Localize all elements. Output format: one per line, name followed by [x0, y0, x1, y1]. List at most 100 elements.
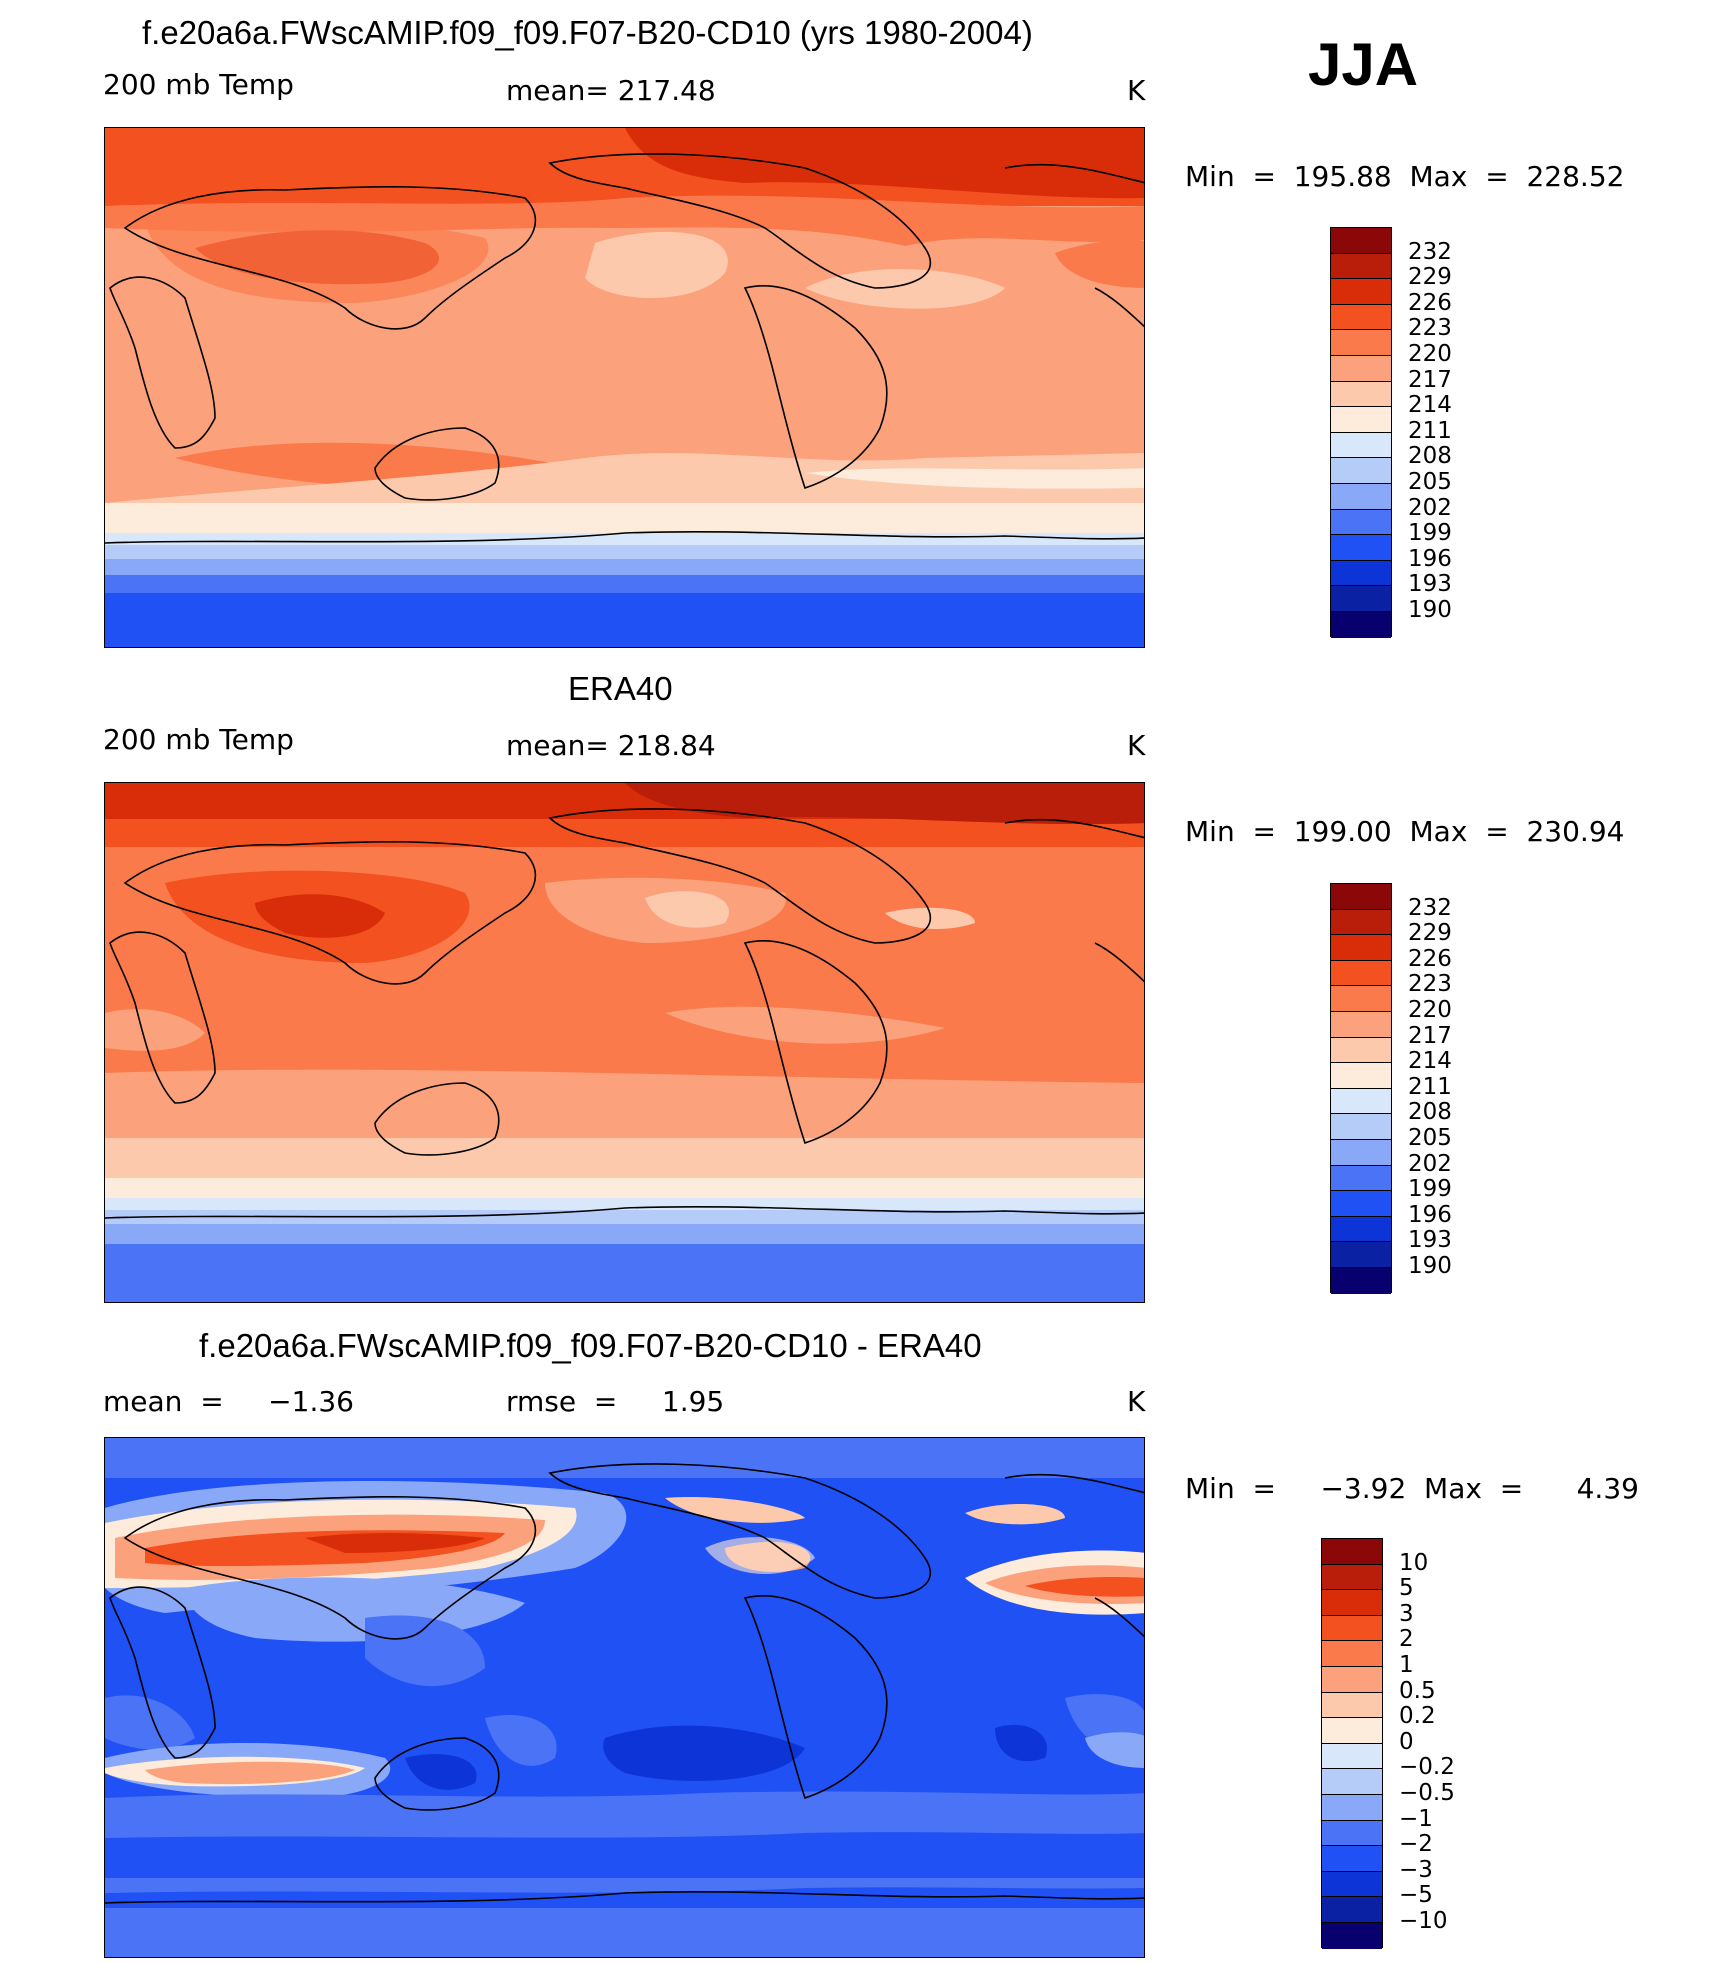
colorbar-swatch [1331, 960, 1391, 987]
colorbar-swatch [1331, 986, 1391, 1012]
colorbar-tick-label: 0.5 [1399, 1677, 1436, 1704]
colorbar-swatch [1331, 560, 1391, 587]
colorbar-tick-label: 1 [1399, 1652, 1414, 1678]
colorbar-tick-label: 193 [1408, 1227, 1452, 1254]
colorbar-tick-label: 10 [1399, 1549, 1429, 1576]
colorbar-swatch [1331, 1139, 1391, 1166]
panel3-title: f.e20a6a.FWscAMIP.f09_f09.F07-B20-CD10 -… [199, 1327, 982, 1364]
colorbar-tick-label: −0.5 [1399, 1780, 1455, 1806]
colorbar-tick-label: 190 [1408, 1253, 1452, 1279]
colorbar-swatch [1322, 1743, 1382, 1770]
panel1-minmax: Min = 195.88 Max = 228.52 [1185, 160, 1625, 193]
panel3-unit-label: K [1127, 1385, 1146, 1418]
panel3-colorbar [1321, 1538, 1383, 1949]
colorbar-swatch [1322, 1615, 1382, 1642]
colorbar-swatch [1331, 1037, 1391, 1064]
panel2-map [104, 782, 1145, 1303]
panel1-variable-label: 200 mb Temp [103, 68, 294, 101]
colorbar-swatch [1331, 1216, 1391, 1243]
panel1-mean-label: mean= 217.48 [506, 74, 716, 107]
colorbar-swatch [1331, 330, 1391, 356]
colorbar-swatch [1331, 483, 1391, 510]
panel1-unit-label: K [1127, 74, 1146, 107]
colorbar-swatch [1331, 1011, 1391, 1038]
colorbar-tick-label: 229 [1408, 264, 1452, 291]
colorbar-swatch [1331, 381, 1391, 408]
colorbar-swatch [1331, 407, 1391, 433]
colorbar-tick-label: 0 [1399, 1728, 1414, 1755]
colorbar-swatch [1322, 1666, 1382, 1693]
colorbar-swatch [1331, 1114, 1391, 1140]
colorbar-tick-label: 226 [1408, 945, 1452, 972]
colorbar-swatch [1322, 1718, 1382, 1744]
panel2-minmax: Min = 199.00 Max = 230.94 [1185, 815, 1625, 848]
colorbar-swatch [1331, 304, 1391, 331]
colorbar-tick-label: 199 [1408, 1176, 1452, 1203]
colorbar-tick-label: 2 [1399, 1626, 1414, 1653]
colorbar-tick-label: 214 [1408, 392, 1452, 419]
colorbar-swatch [1331, 253, 1391, 280]
colorbar-tick-label: 211 [1408, 417, 1452, 444]
colorbar-tick-label: 217 [1408, 366, 1452, 393]
panel1-title: f.e20a6a.FWscAMIP.f09_f09.F07-B20-CD10 (… [142, 14, 1033, 51]
colorbar-tick-label: 208 [1408, 1099, 1452, 1126]
colorbar-swatch [1322, 1820, 1382, 1847]
colorbar-swatch [1331, 1063, 1391, 1089]
colorbar-swatch [1331, 1191, 1391, 1217]
colorbar-tick-label: 202 [1408, 494, 1452, 521]
panel1-map-svg [105, 128, 1144, 647]
colorbar-tick-label: 217 [1408, 1022, 1452, 1049]
colorbar-tick-label: 208 [1408, 443, 1452, 470]
colorbar-swatch [1322, 1692, 1382, 1719]
panel2-title: ERA40 [568, 670, 673, 707]
colorbar-swatch [1322, 1641, 1382, 1667]
colorbar-swatch [1331, 1242, 1391, 1268]
colorbar-swatch [1331, 935, 1391, 961]
colorbar-swatch [1331, 1267, 1391, 1294]
colorbar-swatch [1331, 458, 1391, 484]
colorbar-tick-label: 202 [1408, 1150, 1452, 1177]
panel2-colorbar [1330, 883, 1392, 1294]
season-label: JJA [1308, 31, 1419, 98]
panel2-mean-label: mean= 218.84 [506, 729, 716, 762]
colorbar-tick-label: 199 [1408, 520, 1452, 547]
colorbar-swatch [1331, 509, 1391, 536]
colorbar-tick-label: 190 [1408, 597, 1452, 623]
colorbar-swatch [1322, 1794, 1382, 1821]
colorbar-swatch [1322, 1539, 1382, 1565]
panel1-colorbar [1330, 227, 1392, 638]
colorbar-tick-label: 196 [1408, 545, 1452, 572]
colorbar-tick-label: 232 [1408, 238, 1452, 265]
colorbar-swatch [1331, 355, 1391, 382]
colorbar-tick-label: 3 [1399, 1600, 1414, 1627]
colorbar-tick-label: 193 [1408, 571, 1452, 598]
panel2-unit-label: K [1127, 729, 1146, 762]
colorbar-swatch [1322, 1846, 1382, 1872]
colorbar-tick-label: 196 [1408, 1201, 1452, 1228]
colorbar-tick-label: −1 [1399, 1805, 1433, 1832]
colorbar-tick-label: 0.2 [1399, 1703, 1436, 1730]
panel3-rmse-label: rmse = 1.95 [506, 1385, 725, 1418]
colorbar-tick-label: 229 [1408, 920, 1452, 947]
colorbar-tick-label: −10 [1399, 1908, 1448, 1934]
colorbar-swatch [1322, 1871, 1382, 1898]
colorbar-swatch [1322, 1564, 1382, 1591]
colorbar-swatch [1331, 909, 1391, 936]
panel2-variable-label: 200 mb Temp [103, 723, 294, 756]
colorbar-tick-label: 220 [1408, 997, 1452, 1023]
panel3-minmax: Min = −3.92 Max = 4.39 [1185, 1472, 1639, 1505]
colorbar-tick-label: −0.2 [1399, 1754, 1455, 1781]
colorbar-swatch [1322, 1769, 1382, 1795]
panel3-map [104, 1437, 1145, 1958]
colorbar-swatch [1331, 1165, 1391, 1192]
colorbar-tick-label: 223 [1408, 315, 1452, 342]
colorbar-tick-label: 214 [1408, 1048, 1452, 1075]
colorbar-swatch [1331, 611, 1391, 638]
colorbar-swatch [1331, 586, 1391, 612]
colorbar-tick-label: 211 [1408, 1073, 1452, 1100]
colorbar-swatch [1331, 432, 1391, 459]
colorbar-swatch [1331, 1088, 1391, 1115]
panel3-mean-label: mean = −1.36 [103, 1385, 354, 1418]
colorbar-swatch [1331, 884, 1391, 910]
colorbar-tick-label: 226 [1408, 289, 1452, 316]
